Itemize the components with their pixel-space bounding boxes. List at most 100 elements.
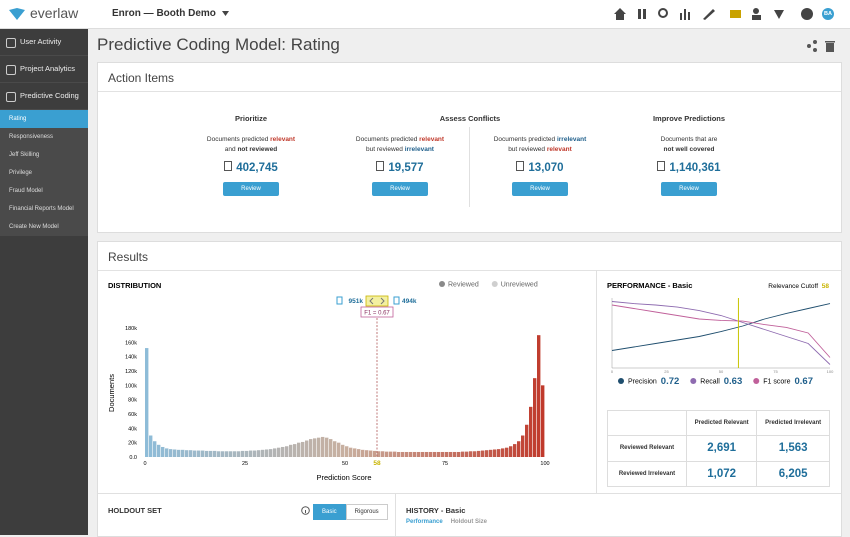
table-header: Predicted Relevant Predicted Irrelevant <box>607 410 830 436</box>
text: relevant <box>270 136 296 143</box>
tab[interactable]: Performance <box>406 519 443 525</box>
group-title: Improve Predictions <box>652 114 726 123</box>
text: Documents that are <box>660 136 718 143</box>
histogram-bar <box>245 450 249 457</box>
histogram-bar <box>169 449 173 457</box>
nav-item[interactable]: Predictive Coding <box>0 83 88 110</box>
right-count: 494k <box>402 298 417 305</box>
avatar[interactable]: BA <box>824 11 832 17</box>
histogram-bar <box>165 448 169 457</box>
doc-icon <box>376 161 385 171</box>
dropdown-caret[interactable] <box>222 11 229 17</box>
nav-subitem[interactable]: Privilege <box>0 164 88 182</box>
toolbar-icons[interactable] <box>612 7 850 21</box>
arrow-right <box>380 297 385 305</box>
nav-subitem[interactable]: Create New Model <box>0 218 88 236</box>
histogram-bar <box>293 444 297 457</box>
histogram-bar <box>229 451 233 457</box>
text: not reviewed <box>237 146 278 153</box>
description-line: Documents that are <box>619 135 759 145</box>
text: but reviewed <box>508 146 547 153</box>
project-name[interactable]: Enron — Booth Demo <box>112 8 216 19</box>
text: irrelevant <box>404 146 434 153</box>
doc-count[interactable]: 19,577 <box>340 161 460 174</box>
histogram-bar <box>205 450 209 457</box>
histogram-bar <box>341 444 345 457</box>
x-tick-label: 25 <box>664 369 669 374</box>
histogram-bar <box>501 448 505 457</box>
histogram-bar <box>521 435 525 457</box>
info-icon[interactable] <box>301 506 310 515</box>
toggle-button[interactable]: Rigorous <box>345 504 388 520</box>
page-actions[interactable] <box>806 40 838 52</box>
legend-value: 0.67 <box>794 376 813 387</box>
histogram-bar <box>485 450 489 457</box>
y-axis-label: Documents <box>107 374 116 412</box>
y-tick-label: 60k <box>128 412 137 418</box>
x-tick-label: 100 <box>540 461 549 467</box>
legend-value: 0.63 <box>724 376 743 387</box>
histogram-bar <box>353 448 357 457</box>
doc-count[interactable]: 13,070 <box>480 161 600 174</box>
nav-subitem[interactable]: Fraud Model <box>0 182 88 200</box>
count: 13,070 <box>528 162 564 174</box>
histogram-bar <box>321 436 325 457</box>
histogram-bar <box>529 406 533 457</box>
x-tick-label: 50 <box>342 461 348 467</box>
x-tick-label: 50 <box>719 369 724 374</box>
description: Documents predicted relevant but reviewed… <box>330 135 470 155</box>
histogram-bar <box>473 451 477 457</box>
y-tick-label: 20k <box>128 441 137 447</box>
text: but reviewed <box>366 146 405 153</box>
logo <box>9 8 25 20</box>
divider <box>469 127 470 207</box>
line-series <box>611 303 831 351</box>
histogram-bar <box>461 451 465 457</box>
nav-subitem[interactable]: Rating <box>0 110 88 128</box>
nav-subitem[interactable]: Jeff Skilling <box>0 146 88 164</box>
nav-item[interactable]: User Activity <box>0 29 88 56</box>
cutoff-arrows <box>365 295 389 307</box>
histogram-bar <box>197 450 201 457</box>
histogram-bar <box>357 449 361 457</box>
nav-item[interactable]: Project Analytics <box>0 56 88 83</box>
x-tick-label: 0 <box>143 461 146 467</box>
divider <box>596 270 597 494</box>
histogram-bar <box>361 449 365 457</box>
histogram-bar <box>369 450 373 457</box>
histogram-bar <box>541 385 545 457</box>
left-count: 951k <box>349 298 364 305</box>
legend-label: F1 score <box>763 379 790 386</box>
top-bar: everlaw Enron — Booth Demo BA <box>0 0 850 29</box>
review-button[interactable]: Review <box>372 182 428 196</box>
histogram-bar <box>517 441 521 457</box>
description-line: but reviewed irrelevant <box>330 145 470 155</box>
histogram-bar <box>329 439 333 457</box>
histogram-bar <box>333 441 337 457</box>
confusion-table: Predicted Relevant Predicted Irrelevant Re… <box>607 410 830 487</box>
doc-count[interactable]: 402,745 <box>191 161 311 174</box>
text: relevant <box>419 136 445 143</box>
review-button[interactable]: Review <box>223 182 279 196</box>
description-line: Documents predicted relevant <box>181 135 321 145</box>
toggle-button[interactable]: Basic <box>313 504 346 520</box>
tab[interactable]: Holdout Size <box>450 519 488 525</box>
histogram-bar <box>453 451 457 457</box>
doc-icon <box>224 161 233 171</box>
text: and <box>224 146 238 153</box>
legend-dot <box>491 281 498 287</box>
description-line: Documents predicted relevant <box>330 135 470 145</box>
histogram-bar <box>477 450 481 457</box>
histogram-bar <box>157 444 161 457</box>
count: 19,577 <box>388 162 424 174</box>
legend-value: 0.72 <box>661 376 680 387</box>
doc-count[interactable]: 1,140,361 <box>629 161 749 174</box>
review-button[interactable]: Review <box>661 182 717 196</box>
nav-subitem[interactable]: Responsiveness <box>0 128 88 146</box>
review-button[interactable]: Review <box>512 182 568 196</box>
nav-subitem[interactable]: Financial Reports Model <box>0 200 88 218</box>
text: Documents predicted <box>355 136 420 143</box>
histogram-bar <box>365 450 369 457</box>
histogram-bar <box>373 450 377 457</box>
